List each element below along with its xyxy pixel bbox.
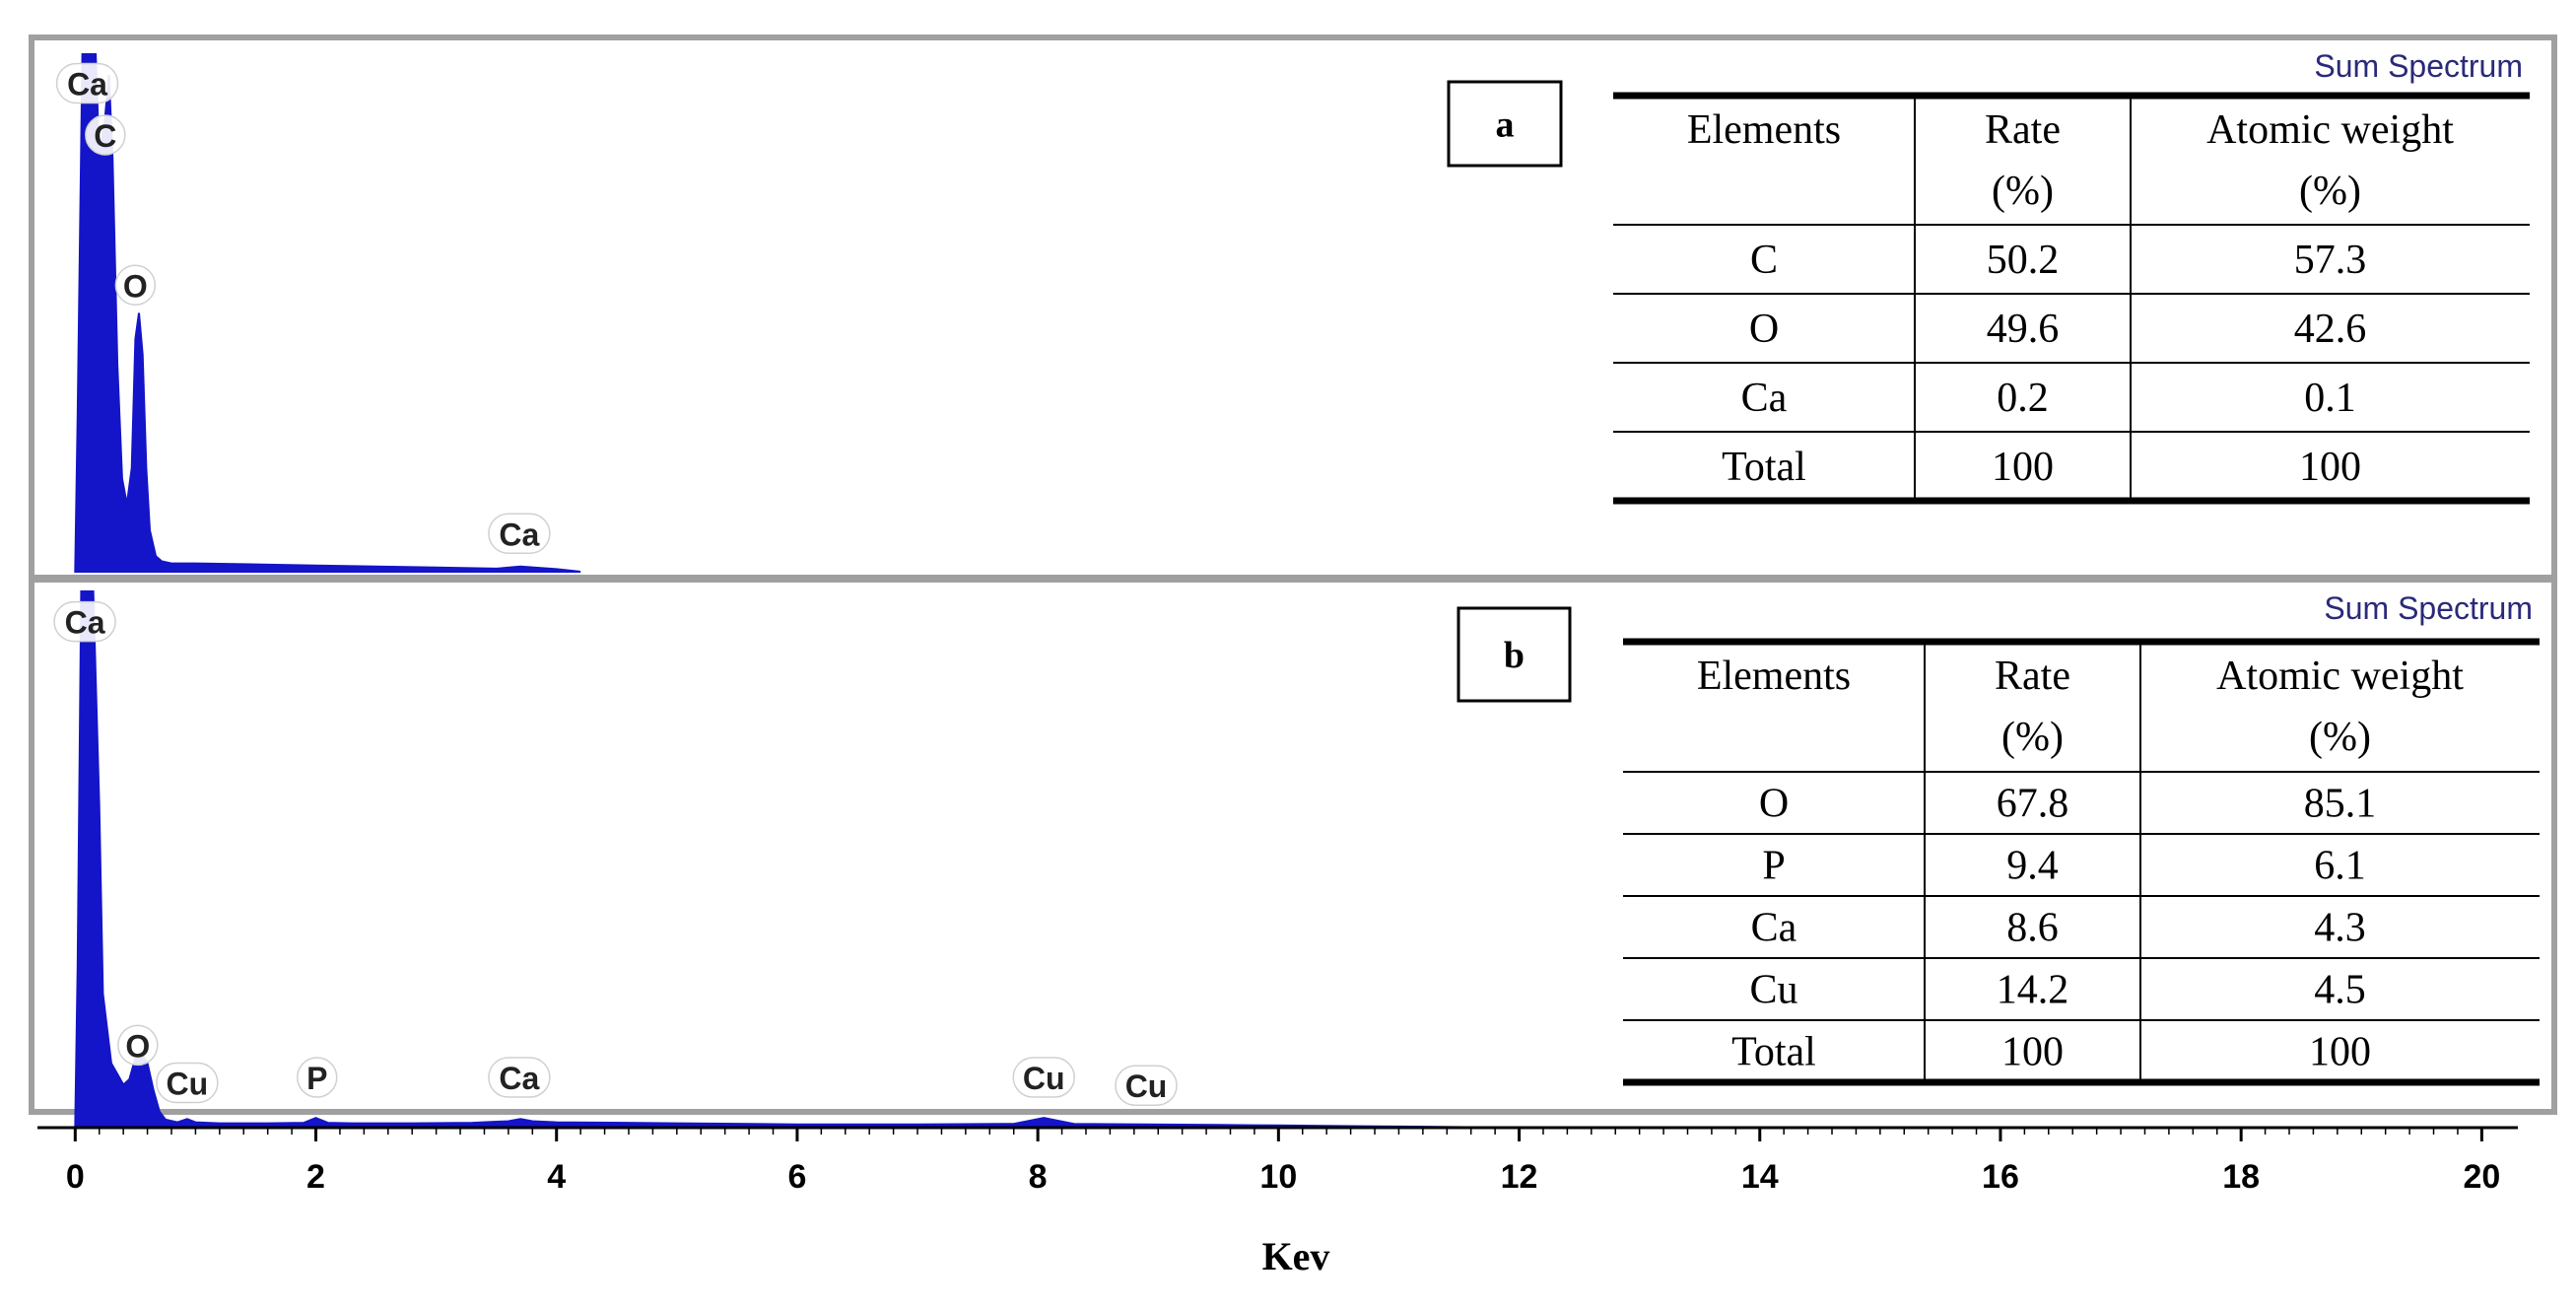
panel-label-badge: b: [1457, 606, 1572, 703]
peak-label-text: Cu: [1023, 1061, 1065, 1096]
x-tick-label: 0: [66, 1158, 85, 1196]
table-header: Elements: [1697, 654, 1851, 699]
peak-label-text: C: [94, 118, 116, 154]
peak-label: Cu: [1012, 1057, 1075, 1098]
table-cell: 42.6: [2294, 307, 2367, 352]
peak-label: Cu: [156, 1062, 219, 1104]
peak-label-text: Ca: [67, 67, 107, 103]
x-tick-label: 10: [1259, 1158, 1297, 1196]
table-header: Elements: [1687, 107, 1841, 153]
table-cell: 85.1: [2304, 782, 2377, 827]
table-cell: 8.6: [2006, 906, 2059, 951]
table-cell: Total: [1731, 1030, 1816, 1075]
panel-b: Ca O Cu P Ca Cu Cu Sum Spectrum b Elements Rate (%)…: [29, 577, 2557, 1196]
peak-label-text: Ca: [65, 605, 105, 641]
peak-label-text: Cu: [167, 1066, 209, 1101]
peak-label: C: [85, 114, 126, 156]
table-cell: O: [1749, 307, 1779, 352]
peak-label: Cu: [1115, 1065, 1178, 1106]
panel-label-text: a: [1496, 104, 1515, 146]
peak-label: Ca: [488, 1057, 551, 1098]
table-cell: C: [1750, 238, 1778, 283]
table-cell: Ca: [1751, 906, 1797, 951]
peak-label-text: Cu: [1125, 1068, 1168, 1104]
table-header-unit: (%): [1992, 169, 2054, 214]
table-cell: 100: [2309, 1030, 2371, 1075]
panel-label-text: b: [1504, 635, 1525, 676]
spectrum-area: [74, 590, 1520, 1129]
panel-label-badge: a: [1447, 80, 1563, 168]
peak-label-text: O: [123, 268, 148, 304]
panel-frame: [29, 34, 2557, 581]
table-header-unit: (%): [2001, 715, 2064, 760]
table-cell: 0.2: [1997, 376, 2049, 421]
table-cell: 67.8: [1997, 782, 2069, 827]
table-cell: 100: [1992, 445, 2054, 490]
table-cell: 4.3: [2314, 906, 2366, 951]
spectrum-title: Sum Spectrum: [2314, 48, 2523, 84]
panel-frame: [29, 577, 2557, 1115]
x-tick-label: 20: [2463, 1158, 2500, 1196]
table-cell: 6.1: [2314, 844, 2366, 889]
peak-label: Ca: [55, 62, 119, 104]
composition-table: Elements Rate (%) Atomic weight (%) C 50.2 57.3…: [1613, 92, 2530, 505]
peak-label: O: [117, 1024, 159, 1067]
x-axis: 0 2 4 6 8 10 12 14 16 18 20: [37, 1126, 2518, 1196]
peak-label: Ca: [53, 600, 116, 643]
table-cell: Ca: [1741, 376, 1788, 421]
table-cell: 49.6: [1987, 307, 2060, 352]
peak-label-text: O: [125, 1028, 150, 1064]
peak-label-text: Ca: [499, 1061, 539, 1096]
spectrum-title: Sum Spectrum: [2324, 590, 2533, 626]
composition-table: Elements Rate (%) Atomic weight (%) O 67.8 85.1…: [1623, 638, 2540, 1086]
peak-label: P: [296, 1057, 338, 1098]
x-tick-label: 4: [547, 1158, 566, 1196]
table-cell: 100: [2299, 445, 2361, 490]
table-cell: 100: [2001, 1030, 2064, 1075]
x-tick-label: 14: [1741, 1158, 1779, 1196]
table-cell: 0.1: [2304, 376, 2356, 421]
table-header: Atomic weight: [2216, 654, 2464, 699]
x-tick-label: 6: [787, 1158, 806, 1196]
x-tick-label: 8: [1029, 1158, 1048, 1196]
x-tick-label: 18: [2222, 1158, 2260, 1196]
peak-label-text: P: [306, 1061, 327, 1096]
x-tick-label: 12: [1501, 1158, 1538, 1196]
table-header-unit: (%): [2299, 169, 2361, 214]
table-cell: 9.4: [2006, 844, 2059, 889]
table-cell: 4.5: [2314, 968, 2366, 1013]
table-cell: P: [1762, 844, 1785, 889]
table-cell: 14.2: [1997, 968, 2069, 1013]
x-tick-label: 2: [306, 1158, 325, 1196]
table-header: Rate: [1985, 107, 2061, 153]
table-cell: Cu: [1749, 968, 1797, 1013]
table-header-unit: (%): [2309, 715, 2371, 760]
table-header: Atomic weight: [2206, 107, 2454, 153]
peak-label-text: Ca: [499, 517, 539, 552]
x-tick-label: 16: [1982, 1158, 2019, 1196]
table-header: Rate: [1995, 654, 2070, 699]
x-axis-label: Kev: [1262, 1234, 1330, 1278]
table-cell: Total: [1722, 445, 1806, 490]
table-cell: 57.3: [2294, 238, 2367, 283]
table-cell: 50.2: [1987, 238, 2060, 283]
table-cell: O: [1759, 782, 1789, 827]
peak-label: O: [114, 264, 157, 306]
peak-label: Ca: [488, 513, 551, 554]
